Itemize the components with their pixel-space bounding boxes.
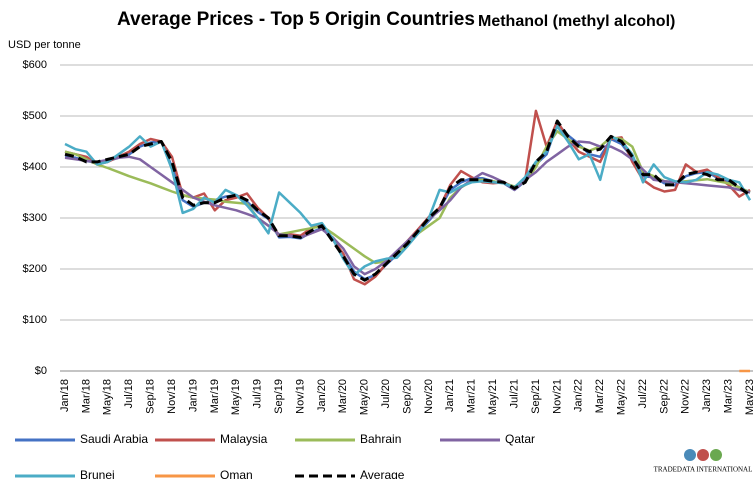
series-line: [64, 122, 751, 281]
series-line: [64, 119, 751, 282]
x-tick-label: Mar/18: [80, 379, 92, 413]
legend-label: Average: [360, 468, 405, 479]
y-tick-label: $400: [23, 161, 47, 173]
logo-dot: [710, 449, 722, 461]
x-tick-label: May/18: [102, 379, 114, 415]
y-tick-label: $300: [23, 212, 47, 224]
x-tick-label: Mar/22: [594, 379, 606, 413]
x-tick-label: May/22: [615, 379, 627, 415]
legend-label: Brunei: [80, 468, 115, 479]
logo-dot: [697, 449, 709, 461]
x-tick-label: May/23: [744, 379, 753, 415]
x-tick-label: Mar/21: [466, 379, 478, 413]
y-tick-label: $0: [35, 365, 47, 377]
x-tick-label: Nov/22: [680, 379, 692, 414]
series-line: [64, 124, 752, 277]
chart-subtitle: Methanol (methyl alcohol): [478, 13, 675, 30]
legend-label: Saudi Arabia: [80, 432, 148, 446]
x-tick-label: Jul/18: [123, 379, 135, 408]
x-tick-label: Nov/18: [166, 379, 178, 414]
x-tick-label: Jul/22: [637, 379, 649, 408]
x-tick-label: Sep/20: [401, 379, 413, 414]
x-tick-label: Jan/22: [573, 379, 585, 412]
series-line: [64, 109, 751, 286]
logo: TRADEDATA INTERNATIONAL: [654, 449, 753, 474]
logo-dot: [684, 449, 696, 461]
y-axis-label: USD per tonne: [8, 39, 81, 51]
legend-label: Oman: [220, 468, 253, 479]
chart-title: Average Prices - Top 5 Origin Countries: [117, 9, 475, 30]
x-tick-label: Sep/22: [658, 379, 670, 414]
legend-label: Qatar: [505, 432, 535, 446]
x-tick-label: Sep/19: [273, 379, 285, 414]
x-tick-label: Jan/18: [59, 379, 71, 412]
x-tick-label: Nov/21: [551, 379, 563, 414]
x-tick-label: Jan/21: [444, 379, 456, 412]
x-tick-label: Jan/23: [701, 379, 713, 412]
x-tick-label: Sep/21: [530, 379, 542, 414]
x-tick-label: Sep/18: [145, 379, 157, 414]
x-tick-label: Jul/21: [508, 379, 520, 408]
x-tick-label: May/19: [230, 379, 242, 415]
y-tick-label: $200: [23, 263, 47, 275]
y-tick-label: $600: [23, 59, 47, 71]
legend-label: Bahrain: [360, 432, 401, 446]
legend-label: Malaysia: [220, 432, 268, 446]
logo-text: TRADEDATA INTERNATIONAL: [654, 466, 753, 474]
x-tick-label: Mar/19: [209, 379, 221, 413]
x-tick-label: May/21: [487, 379, 499, 415]
x-tick-label: Mar/23: [723, 379, 735, 413]
y-tick-label: $100: [23, 314, 47, 326]
x-tick-label: Jan/20: [316, 379, 328, 412]
x-tick-label: Jul/20: [380, 379, 392, 408]
x-tick-label: Nov/20: [423, 379, 435, 414]
x-tick-label: Nov/19: [294, 379, 306, 414]
x-tick-label: Mar/20: [337, 379, 349, 413]
x-tick-label: May/20: [359, 379, 371, 415]
x-tick-label: Jan/19: [187, 379, 199, 412]
x-tick-label: Jul/19: [252, 379, 264, 408]
y-tick-label: $500: [23, 110, 47, 122]
